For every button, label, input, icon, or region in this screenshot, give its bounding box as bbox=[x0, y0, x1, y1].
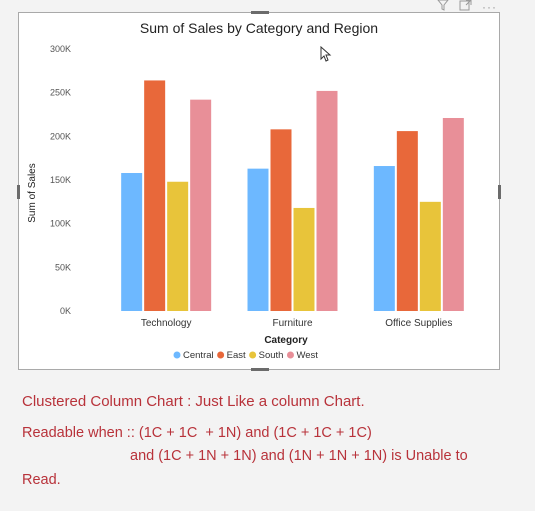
bar-south-0[interactable] bbox=[167, 181, 189, 311]
resize-handle-top[interactable] bbox=[251, 11, 269, 14]
resize-handle-left[interactable] bbox=[17, 185, 20, 199]
legend-marker bbox=[249, 351, 257, 359]
y-tick-label: 200K bbox=[50, 131, 71, 141]
y-axis-label: Sum of Sales bbox=[27, 163, 38, 222]
bar-west-1[interactable] bbox=[316, 90, 338, 311]
y-tick-label: 0K bbox=[60, 306, 71, 316]
visual-header-icons: ··· bbox=[437, 0, 497, 14]
bar-west-2[interactable] bbox=[442, 117, 464, 311]
focus-mode-icon[interactable] bbox=[459, 0, 472, 16]
chart-visual-container[interactable]: Sum of Sales by Category and Region Sum … bbox=[17, 11, 501, 371]
bar-east-0[interactable] bbox=[144, 80, 166, 311]
legend-item-label[interactable]: East bbox=[227, 350, 246, 361]
bar-west-0[interactable] bbox=[190, 99, 212, 311]
bar-central-0[interactable] bbox=[121, 173, 143, 311]
x-tick-label: Furniture bbox=[272, 318, 312, 329]
bar-south-2[interactable] bbox=[419, 201, 441, 311]
mouse-cursor-icon bbox=[320, 45, 332, 67]
notes-text: Clustered Column Chart : Just Like a col… bbox=[22, 393, 527, 489]
notes-title: Clustered Column Chart : Just Like a col… bbox=[22, 393, 365, 410]
legend-item-label[interactable]: West bbox=[296, 350, 318, 361]
bar-central-1[interactable] bbox=[247, 168, 269, 311]
clustered-column-chart: Sum of Sales by Category and Region Sum … bbox=[27, 20, 464, 361]
resize-handle-bottom[interactable] bbox=[251, 368, 269, 371]
x-axis-label: Category bbox=[264, 335, 308, 346]
y-tick-label: 150K bbox=[50, 175, 71, 185]
legend-marker bbox=[173, 351, 181, 359]
y-tick-label: 100K bbox=[50, 219, 71, 229]
notes-line-3: Read. bbox=[22, 472, 61, 489]
legend-item-label[interactable]: South bbox=[259, 350, 284, 361]
y-tick-label: 300K bbox=[50, 44, 71, 54]
legend-marker bbox=[286, 351, 294, 359]
bar-south-1[interactable] bbox=[293, 207, 315, 311]
x-tick-label: Technology bbox=[141, 318, 192, 329]
notes-line-1: Readable when :: (1C + 1C + 1N) and (1C … bbox=[22, 424, 372, 441]
legend-item-label[interactable]: Central bbox=[183, 350, 214, 361]
notes-line-2: and (1C + 1N + 1N) and (1N + 1N + 1N) is… bbox=[130, 448, 468, 465]
x-tick-label: Office Supplies bbox=[385, 318, 452, 329]
bar-east-1[interactable] bbox=[270, 129, 292, 311]
filter-icon[interactable] bbox=[437, 0, 449, 16]
bar-east-2[interactable] bbox=[396, 131, 418, 311]
chart-title: Sum of Sales by Category and Region bbox=[140, 20, 378, 36]
y-tick-label: 50K bbox=[55, 262, 71, 272]
y-tick-label: 250K bbox=[50, 88, 71, 98]
legend-marker bbox=[217, 351, 225, 359]
more-options-icon[interactable]: ··· bbox=[482, 0, 497, 14]
resize-handle-right[interactable] bbox=[498, 185, 501, 199]
bar-central-2[interactable] bbox=[373, 166, 395, 311]
